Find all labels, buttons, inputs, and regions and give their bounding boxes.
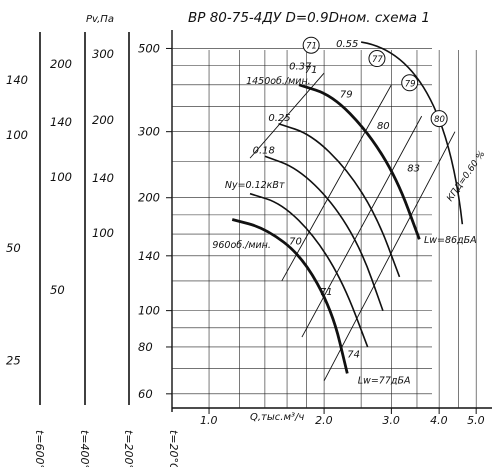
speed-label-960: 960об./мин. [212,240,271,251]
noise-label-86: Lw=86дБА [424,235,477,246]
efficiency-marker-circle [430,110,448,128]
power-label-0.12: Ny=0.12кВт [225,180,285,191]
efficiency-line-label: 83 [407,163,420,174]
efficiency-arc [361,41,464,225]
temp-label-secondary: t=400°C [78,430,91,467]
x-axis-label: Q,тыс.м³/ч [250,412,304,423]
y-tick-label: 140 [138,249,160,263]
power-label-0.18: 0.18 [253,146,275,157]
speed-curve [298,83,421,240]
power-label-0.25: 0.25 [268,113,290,124]
efficiency-line-label: 80 [377,121,390,132]
secondary-axis-tick-label: 200 [50,57,72,71]
efficiency-curve-label: 70 [289,237,302,248]
curve-labels: 1450об./мин. 960об./мин. 0.37 0.25 0.18 Ny=0.… [212,36,488,386]
secondary-axis-tick-label: 100 [92,226,114,240]
secondary-axis-tick-label: 140 [6,73,28,87]
secondary-axis-tick-label: 140 [50,115,72,129]
secondary-axis-tick-label: 300 [92,47,114,61]
efficiency-ray [323,131,456,381]
x-tick-label: 1.0 [200,414,218,427]
secondary-axis-tick-label: 50 [6,241,21,255]
efficiency-ray [301,115,423,338]
efficiency-marker-circle [401,74,419,92]
power-curve [249,192,369,348]
efficiency-curve-label: 74 [347,349,360,360]
plot-grid: 1.0 2.0 3.0 4.0 5.0 500 300 200 140 100 80 60 [138,30,492,427]
y-tick-label: 200 [138,191,160,205]
efficiency-top-value: 0.55 [336,39,358,50]
secondary-axis-tick-label: 140 [92,171,114,185]
temp-label-main: t=20°C [167,430,180,467]
efficiency-marker-label: 80 [434,115,445,125]
efficiency-line-label: 71 [305,65,318,76]
temp-label-secondary: t=200°C [122,430,135,467]
secondary-axis-tick-label: 100 [6,128,28,142]
efficiency-marker-label: 71 [306,42,317,52]
efficiency-marker-circle [302,36,320,54]
efficiency-marker-circle [368,50,386,68]
pressure-axis-label: Pv,Па [86,14,114,25]
power-curve [264,155,384,311]
secondary-axes: t=20°C 300 200 140 100 t=200°C 200 140 100 50 t=40… [6,32,180,467]
speed-label-1450: 1450об./мин. [246,76,311,87]
secondary-axis-tick-label: 50 [50,283,65,297]
efficiency-marker-label: 77 [372,55,383,65]
efficiency-ray [249,72,325,159]
secondary-axis-tick-label: 100 [50,170,72,184]
efficiency-line-label: 79 [340,90,353,101]
efficiency-marker-label: 79 [405,79,416,89]
x-tick-label: 4.0 [430,414,448,427]
y-tick-label: 500 [138,41,160,55]
y-tick-label: 100 [138,304,160,318]
efficiency-curve-label: 71 [320,287,333,298]
power-label-0.37: 0.37 [289,61,312,72]
x-tick-label: 5.0 [467,414,485,427]
noise-label-77: Lw=77дБА [358,375,411,386]
y-tick-label: 60 [138,387,153,401]
power-curve [278,122,401,278]
secondary-axis-tick-label: 200 [92,113,114,127]
secondary-axis-tick-label: 25 [6,354,21,368]
x-tick-label: 3.0 [382,414,400,427]
y-tick-label: 300 [138,125,160,139]
x-tick-label: 2.0 [315,414,333,427]
power-curve [298,84,421,240]
temp-label-secondary: t=600°C [33,430,46,467]
performance-curves [231,41,464,381]
chart-title: ВР 80-75-4ДУ D=0.9Dном. схема 1 [188,10,430,26]
efficiency-ray [281,84,392,282]
y-tick-label: 80 [138,340,153,354]
speed-curve [231,218,349,374]
